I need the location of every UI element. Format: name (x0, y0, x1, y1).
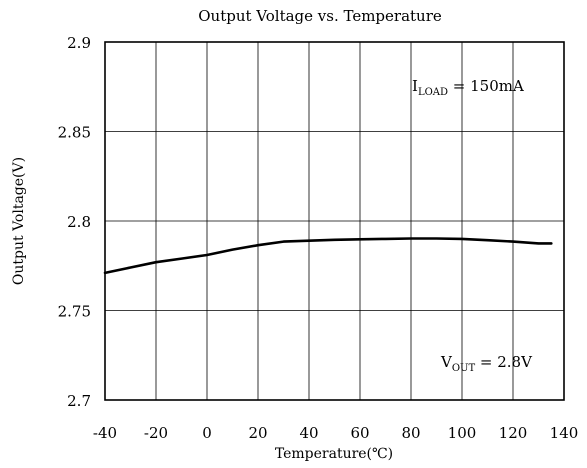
grid-y (105, 131, 564, 311)
chart-title: Output Voltage vs. Temperature (198, 7, 442, 25)
x-axis-label: Temperature(℃) (275, 446, 393, 462)
y-tick-label: 2.7 (67, 392, 91, 410)
x-tick-label: -20 (144, 424, 168, 442)
x-tick-label: 100 (448, 424, 477, 442)
y-tick-label: 2.85 (58, 124, 91, 142)
y-tick-label: 2.8 (67, 213, 91, 231)
plot-frame (104, 41, 565, 401)
x-tick-label: 20 (248, 424, 267, 442)
annotation-iload: ILOAD = 150mA (412, 77, 524, 98)
x-tick-labels: -40 -20 0 20 40 60 80 100 120 140 (93, 424, 578, 442)
x-tick-label: -40 (93, 424, 117, 442)
y-tick-label: 2.9 (67, 34, 91, 52)
x-tick-label: 60 (350, 424, 369, 442)
x-tick-label: 40 (299, 424, 318, 442)
y-axis-label: Output Voltage(V) (11, 157, 27, 285)
x-tick-label: 120 (499, 424, 528, 442)
series-line (103, 237, 553, 275)
x-tick-label: 140 (550, 424, 579, 442)
annotation-vout: VOUT = 2.8V (440, 353, 533, 374)
x-tick-label: 80 (401, 424, 420, 442)
y-tick-label: 2.75 (58, 303, 91, 321)
y-tick-labels: 2.7 2.75 2.8 2.85 2.9 (58, 34, 91, 410)
x-tick-label: 0 (202, 424, 212, 442)
